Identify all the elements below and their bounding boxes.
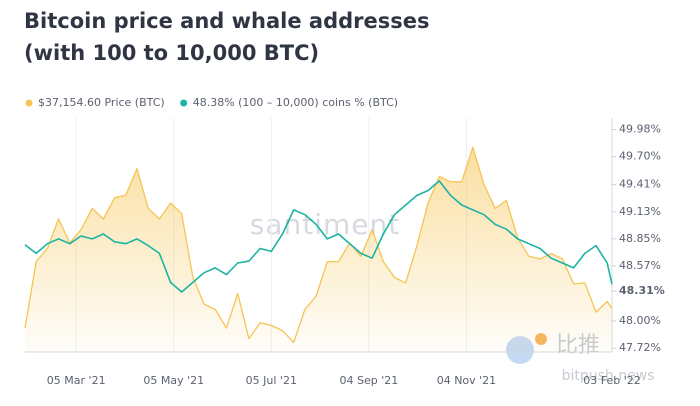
legend-dot: [25, 99, 33, 107]
series-line: [24, 146, 613, 344]
y2-tick-label: 49.98%: [619, 123, 661, 136]
y2-tick-label: 48.57%: [619, 259, 661, 272]
y2-tick-label: 47.72%: [619, 341, 661, 354]
legend-label: 48.38% (100 – 10,000) coins % (BTC): [193, 96, 398, 109]
chart-title: Bitcoin price and whale addresses: [24, 9, 429, 33]
y2-tick-label: 48.31%: [619, 284, 665, 297]
x-tick-label: 05 May '21: [143, 374, 204, 387]
y2-tick-label: 49.13%: [619, 205, 661, 218]
y2-tick-label: 49.70%: [619, 150, 661, 163]
price-area: [25, 147, 612, 352]
plot-area: [24, 118, 616, 353]
x-tick-label: 04 Nov '21: [437, 374, 496, 387]
chart-subtitle: (with 100 to 10,000 BTC): [24, 41, 319, 65]
x-tick-label: 04 Sep '21: [340, 374, 399, 387]
y2-tick-label: 49.41%: [619, 178, 661, 191]
x-tick-label: 03 Feb '22: [583, 374, 641, 387]
legend-label: $37,154.60 Price (BTC): [38, 96, 165, 109]
x-tick-label: 05 Jul '21: [246, 374, 297, 387]
x-tick-label: 05 Mar '21: [47, 374, 106, 387]
series-line: [24, 180, 613, 293]
source-watermark: bitpush.news: [562, 368, 655, 384]
y2-tick-label: 48.00%: [619, 314, 661, 327]
legend-dot: [180, 99, 188, 107]
y2-tick-label: 48.85%: [619, 232, 661, 245]
